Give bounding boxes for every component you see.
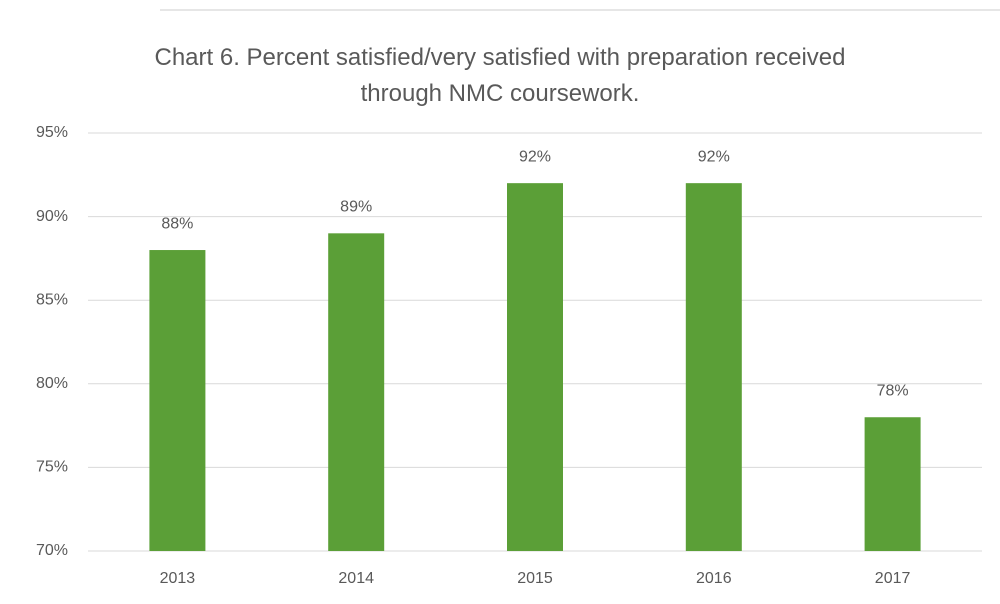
data-label: 92%	[698, 148, 730, 165]
bar	[685, 183, 742, 551]
data-label: 89%	[340, 199, 372, 216]
bar	[149, 250, 206, 552]
x-tick-label: 2016	[696, 570, 732, 587]
data-label: 78%	[877, 382, 909, 399]
data-label: 92%	[519, 148, 551, 165]
y-tick-label: 70%	[36, 542, 68, 559]
y-tick-label: 80%	[36, 375, 68, 392]
chart-title: Chart 6. Percent satisfied/very satisfie…	[154, 44, 846, 107]
x-tick-label: 2015	[517, 570, 553, 587]
y-tick-label: 90%	[36, 208, 68, 225]
y-tick-label: 95%	[36, 124, 68, 141]
x-tick-label: 2013	[160, 570, 196, 587]
bar	[507, 183, 563, 551]
y-tick-label: 75%	[36, 459, 68, 476]
bar	[328, 233, 385, 551]
x-tick-label: 2017	[875, 570, 911, 587]
data-label: 88%	[161, 215, 193, 232]
y-tick-label: 85%	[36, 291, 68, 308]
bar	[864, 417, 921, 551]
x-tick-label: 2014	[338, 570, 374, 587]
